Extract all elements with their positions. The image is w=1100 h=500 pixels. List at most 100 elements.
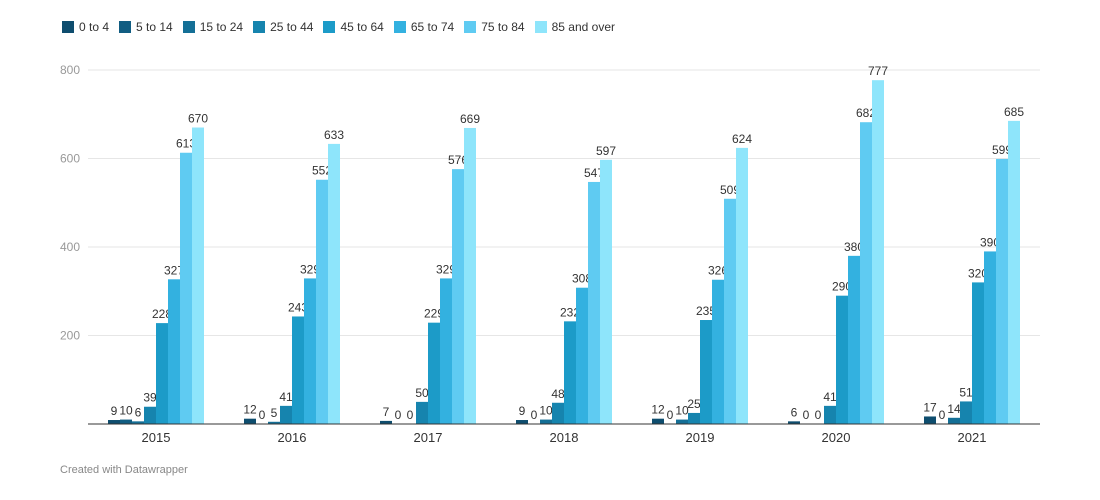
y-tick-label-200: 200 xyxy=(60,329,80,343)
legend-swatch-65-to-74 xyxy=(393,21,406,33)
data-label-2021-series-4: 320 xyxy=(968,266,988,280)
data-label-2016-series-2: 5 xyxy=(271,406,278,420)
data-label-2019-series-6: 509 xyxy=(720,183,740,197)
bar-2015-series-3 xyxy=(144,406,156,424)
data-label-2016-series-3: 41 xyxy=(279,390,293,404)
bar-2020-series-7 xyxy=(872,80,884,425)
bar-2018-series-5 xyxy=(576,287,588,424)
legend-label-0-to-4: 0 to 4 xyxy=(79,20,110,34)
legend-label-5-to-14: 5 to 14 xyxy=(136,20,173,34)
bar-2019-series-7 xyxy=(736,147,748,424)
legend-swatch-45-to-64 xyxy=(323,21,336,33)
data-label-2020-series-3: 41 xyxy=(823,390,837,404)
x-tick-label-2015: 2015 xyxy=(142,430,171,445)
bar-2016-series-0 xyxy=(244,418,256,424)
data-label-2018-series-7: 597 xyxy=(596,144,616,158)
data-label-2018-series-0: 9 xyxy=(519,404,526,418)
legend-item-75-to-84: 75 to 84 xyxy=(464,20,525,34)
data-label-2019-series-7: 624 xyxy=(732,132,752,146)
x-tick-label-2017: 2017 xyxy=(414,430,443,445)
legend-label-15-to-24: 15 to 24 xyxy=(199,20,244,34)
legend-label-75-to-84: 75 to 84 xyxy=(481,20,525,34)
data-label-2020-series-2: 0 xyxy=(815,408,822,422)
legend-swatch-5-to-14 xyxy=(119,21,132,33)
bar-2021-series-0 xyxy=(924,416,936,424)
data-label-2016-series-7: 633 xyxy=(324,128,344,142)
bar-2017-series-3 xyxy=(416,401,428,424)
legend-swatch-0-to-4 xyxy=(62,21,74,33)
legend-item-15-to-24: 15 to 24 xyxy=(182,20,244,34)
data-label-2016-series-1: 0 xyxy=(259,408,266,422)
bar-2015-series-0 xyxy=(108,420,120,424)
data-label-2016-series-6: 552 xyxy=(312,164,332,178)
bar-2021-series-2 xyxy=(948,417,960,424)
data-label-2015-series-7: 670 xyxy=(188,112,208,126)
bar-2019-series-3 xyxy=(688,412,700,424)
data-label-2018-series-2: 10 xyxy=(539,404,553,418)
x-tick-label-2020: 2020 xyxy=(822,430,851,445)
data-label-2016-series-0: 12 xyxy=(243,403,257,417)
data-label-2018-series-1: 0 xyxy=(531,408,538,422)
bar-2021-series-7 xyxy=(1008,120,1020,424)
legend-swatch-15-to-24 xyxy=(182,21,195,33)
data-label-2019-series-2: 10 xyxy=(675,404,689,418)
data-label-2021-series-1: 0 xyxy=(939,408,946,422)
bar-2015-series-6 xyxy=(180,152,192,424)
bar-2016-series-7 xyxy=(328,143,340,424)
bar-2018-series-0 xyxy=(516,420,528,424)
bar-2015-series-7 xyxy=(192,127,204,425)
data-label-2017-series-1: 0 xyxy=(395,408,402,422)
data-label-2018-series-4: 232 xyxy=(560,305,580,319)
data-label-2019-series-4: 235 xyxy=(696,304,716,318)
bar-2019-series-2 xyxy=(676,419,688,424)
bar-2021-series-3 xyxy=(960,401,972,424)
data-label-2015-series-2: 6 xyxy=(135,405,142,419)
data-label-2021-series-3: 51 xyxy=(959,385,973,399)
data-label-2017-series-5: 329 xyxy=(436,262,456,276)
legend-item-65-to-74: 65 to 74 xyxy=(393,20,455,34)
bar-2021-series-5 xyxy=(984,251,996,424)
data-label-2019-series-3: 25 xyxy=(687,397,701,411)
bar-2016-series-6 xyxy=(316,179,328,424)
data-label-2019-series-1: 0 xyxy=(667,408,674,422)
x-tick-label-2021: 2021 xyxy=(958,430,987,445)
bar-2015-series-4 xyxy=(156,323,168,424)
legend-item-0-to-4: 0 to 4 xyxy=(62,20,109,34)
data-label-2020-series-6: 682 xyxy=(856,106,876,120)
data-label-2016-series-5: 329 xyxy=(300,262,320,276)
data-label-2017-series-7: 669 xyxy=(460,112,480,126)
y-tick-label-400: 400 xyxy=(60,240,80,254)
legend-label-85-and-over: 85 and over xyxy=(551,20,615,34)
bar-2017-series-5 xyxy=(440,278,452,424)
legend-label-65-to-74: 65 to 74 xyxy=(410,20,455,34)
bar-2020-series-6 xyxy=(860,122,872,424)
bar-2015-series-1 xyxy=(120,419,132,424)
bar-2019-series-4 xyxy=(700,320,712,424)
data-label-2017-series-4: 229 xyxy=(424,307,444,321)
legend-item-25-to-44: 25 to 44 xyxy=(253,20,313,34)
bar-2019-series-5 xyxy=(712,279,724,424)
legend-item-85-and-over: 85 and over xyxy=(534,20,615,34)
data-label-2016-series-4: 243 xyxy=(288,300,308,314)
bar-2017-series-0 xyxy=(380,420,392,424)
x-tick-label-2016: 2016 xyxy=(278,430,307,445)
data-label-2021-series-0: 17 xyxy=(923,400,937,414)
bar-2020-series-3 xyxy=(824,405,836,424)
legend-item-5-to-14: 5 to 14 xyxy=(119,20,173,34)
chart-credit: Created with Datawrapper xyxy=(60,464,188,476)
bar-2017-series-6 xyxy=(452,169,464,424)
bar-2018-series-4 xyxy=(564,321,576,424)
bar-2021-series-4 xyxy=(972,282,984,424)
y-tick-label-800: 800 xyxy=(60,63,80,77)
data-label-2020-series-7: 777 xyxy=(868,64,888,78)
bar-2020-series-5 xyxy=(848,255,860,424)
data-label-2020-series-4: 290 xyxy=(832,280,852,294)
data-label-2021-series-6: 599 xyxy=(992,143,1012,157)
bar-2016-series-4 xyxy=(292,316,304,424)
data-label-2015-series-1: 10 xyxy=(119,404,133,418)
legend-swatch-25-to-44 xyxy=(253,21,266,33)
data-label-2018-series-3: 48 xyxy=(551,387,565,401)
bar-2017-series-4 xyxy=(428,322,440,424)
bar-2015-series-2 xyxy=(132,421,144,424)
